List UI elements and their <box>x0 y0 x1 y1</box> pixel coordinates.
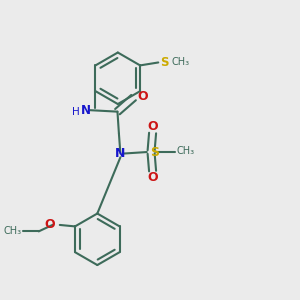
Text: S: S <box>160 56 169 69</box>
Text: N: N <box>115 147 126 160</box>
Text: CH₃: CH₃ <box>3 226 21 236</box>
Text: CH₃: CH₃ <box>171 57 190 67</box>
Text: H: H <box>72 107 80 117</box>
Text: O: O <box>137 90 148 103</box>
Text: N: N <box>81 104 91 117</box>
Text: S: S <box>151 146 160 158</box>
Text: O: O <box>147 120 158 133</box>
Text: CH₃: CH₃ <box>176 146 194 156</box>
Text: O: O <box>147 171 158 184</box>
Text: O: O <box>45 218 56 231</box>
